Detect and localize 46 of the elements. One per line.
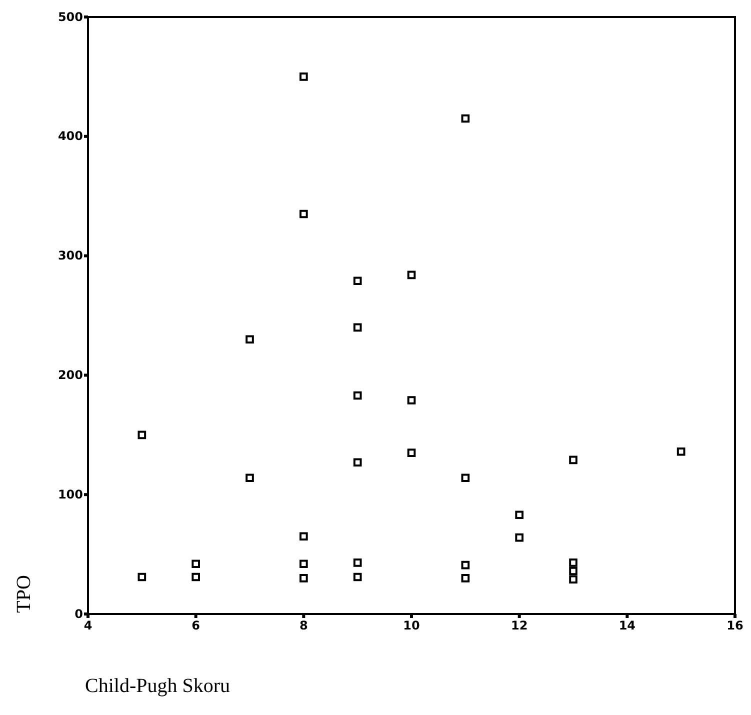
- x-tick-label: 8: [299, 618, 308, 633]
- point: [300, 210, 308, 218]
- y-tick-label: 500: [58, 10, 83, 24]
- y-tick-label: 300: [58, 248, 83, 263]
- x-axis-title: Child-Pugh Skoru: [85, 675, 230, 697]
- point: [353, 458, 362, 467]
- point: [300, 560, 308, 568]
- x-tick-label: 16: [726, 618, 744, 633]
- point: [138, 430, 146, 440]
- y-axis-title: TPO: [13, 575, 35, 613]
- point: [407, 270, 416, 280]
- y-tick-label: 100: [58, 487, 83, 502]
- point: [246, 474, 254, 482]
- point: [353, 558, 362, 567]
- point: [192, 572, 200, 582]
- point: [353, 323, 362, 332]
- y-tick-label: 0: [74, 606, 83, 621]
- point: [461, 114, 470, 123]
- point: [515, 510, 524, 520]
- point: [353, 276, 362, 286]
- y-tick-label: 200: [58, 368, 83, 382]
- point: [192, 560, 200, 568]
- point: [515, 533, 524, 542]
- point: [461, 560, 470, 570]
- point: [676, 447, 686, 456]
- x-tick-label: 14: [618, 618, 636, 633]
- point: [246, 335, 254, 344]
- point: [353, 572, 362, 582]
- point: [569, 558, 578, 567]
- x-tick-label: 10: [403, 618, 420, 633]
- x-tick-label: 12: [510, 618, 528, 633]
- point: [407, 396, 416, 404]
- point: [461, 474, 470, 482]
- point: [569, 575, 578, 584]
- point: [300, 532, 308, 541]
- point: [300, 72, 308, 81]
- x-tick-label: 4: [84, 618, 92, 633]
- point: [300, 574, 308, 582]
- point: [138, 572, 146, 582]
- point: [353, 391, 362, 400]
- y-tick-label: 400: [58, 129, 83, 144]
- point: [569, 456, 578, 464]
- point: [569, 566, 578, 576]
- x-tick-label: 6: [192, 618, 200, 633]
- point: [407, 448, 416, 457]
- point: [461, 574, 470, 582]
